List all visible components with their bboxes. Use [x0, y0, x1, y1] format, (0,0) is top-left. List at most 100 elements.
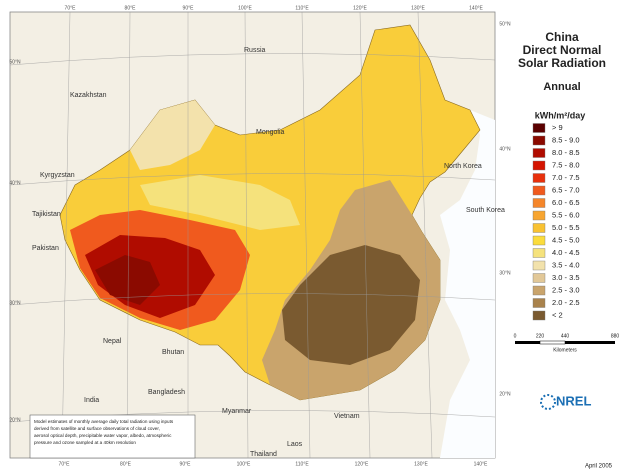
longitude-label: 80°E — [120, 461, 132, 467]
logo-text: NREL — [556, 393, 591, 408]
longitude-label: 100°E — [237, 461, 251, 467]
latitude-labels: 50°N 50°N 40°N 40°N 30°N 30°N 20°N 20°N — [9, 21, 511, 423]
map: Russia Kazakhstan Mongolia Kyrgyzstan Ta… — [9, 5, 511, 467]
legend-label: 8.5 - 9.0 — [552, 135, 580, 144]
country-label: North Korea — [444, 163, 482, 170]
longitude-label: 140°E — [469, 5, 483, 11]
legend-label: 5.5 - 6.0 — [552, 210, 580, 219]
note-line: derived from satellite and surface obser… — [34, 426, 160, 431]
legend-label: < 2 — [552, 310, 563, 319]
country-label: Mongolia — [256, 129, 285, 136]
legend-swatch — [532, 185, 546, 196]
legend-swatch — [532, 260, 546, 271]
sea — [440, 110, 495, 458]
scale-tick-label: 880 — [611, 333, 620, 339]
longitude-label: 100°E — [238, 5, 252, 11]
legend-swatch — [532, 310, 546, 321]
country-label: Myanmar — [222, 408, 252, 415]
latitude-label: 20°N — [9, 417, 21, 423]
country-label: Vietnam — [334, 413, 360, 420]
legend-swatch — [532, 273, 546, 283]
country-label: Bhutan — [162, 349, 184, 356]
date: April 2005 — [585, 464, 613, 470]
latitude-label: 30°N — [9, 300, 21, 306]
note: Model estimates of monthly average daily… — [34, 419, 174, 445]
legend-label: 4.5 - 5.0 — [552, 235, 580, 244]
legend-swatch — [532, 285, 546, 296]
country-label: Kyrgyzstan — [40, 172, 75, 179]
region — [130, 100, 215, 170]
country-label: Thailand — [250, 451, 277, 458]
longitude-label: 120°E — [353, 5, 367, 11]
legend-swatch — [532, 198, 546, 208]
longitude-label: 130°E — [411, 5, 425, 11]
latitude-label: 50°N — [9, 59, 21, 65]
longitude-label: 70°E — [65, 5, 77, 11]
legend-label: 4.0 - 4.5 — [552, 248, 580, 257]
country-label: India — [84, 397, 99, 404]
legend-label: 7.0 - 7.5 — [552, 173, 580, 182]
legend-swatch — [532, 235, 546, 246]
latitude-label: 50°N — [499, 21, 511, 27]
graticule — [9, 11, 496, 459]
country-label: Russia — [244, 47, 266, 54]
legend-swatch — [532, 298, 546, 308]
legend-swatch — [532, 173, 546, 183]
scale-unit: Kilometers — [553, 347, 577, 353]
scale-segment — [539, 340, 566, 345]
country-label: Bangladesh — [148, 389, 185, 396]
legend: > 9 8.5 - 9.0 8.0 - 8.5 7.5 - 8.0 7.0 - 7.5 6… — [532, 123, 580, 321]
legend-label: > 9 — [552, 123, 563, 132]
longitude-label: 120°E — [355, 461, 369, 467]
note-line: aerosol optical depth, precipitable wate… — [34, 433, 172, 438]
legend-swatch — [532, 210, 546, 221]
subtitle: Annual — [543, 81, 580, 93]
country-label: Kazakhstan — [70, 92, 107, 99]
title-line: Solar Radiation — [518, 56, 606, 70]
region — [95, 255, 160, 305]
scale-bar: 0 220 440 880 Kilometers — [514, 333, 620, 353]
longitude-label: 90°E — [183, 5, 195, 11]
scale-tick-label: 220 — [536, 333, 545, 339]
scale-tick-label: 440 — [561, 333, 570, 339]
country-label: South Korea — [466, 207, 505, 214]
latitude-label: 40°N — [499, 146, 511, 152]
longitude-label: 110°E — [295, 461, 309, 467]
legend-label: 7.5 - 8.0 — [552, 160, 580, 169]
region — [282, 245, 420, 365]
legend-unit: kWh/m²/day — [535, 110, 586, 120]
legend-swatch — [532, 148, 546, 158]
legend-label: 5.0 - 5.5 — [552, 223, 580, 232]
latitude-label: 30°N — [499, 270, 511, 276]
legend-swatch — [532, 248, 546, 258]
longitude-label: 110°E — [295, 5, 309, 11]
legend-swatch — [532, 123, 546, 133]
legend-label: 2.0 - 2.5 — [552, 298, 580, 307]
longitude-label: 140°E — [474, 461, 488, 467]
legend-label: 6.5 - 7.0 — [552, 185, 580, 194]
country-label: Nepal — [103, 338, 122, 345]
title-line: Direct Normal — [523, 43, 602, 57]
note-line: Model estimates of monthly average daily… — [34, 419, 174, 424]
logo: NREL — [540, 393, 591, 410]
legend-label: 3.0 - 3.5 — [552, 273, 580, 282]
note-line: pressure and ozone sampled at a 40km res… — [34, 440, 136, 445]
longitude-label: 90°E — [180, 461, 192, 467]
legend-swatch — [532, 160, 546, 171]
scale-tick-label: 0 — [514, 333, 517, 339]
longitude-labels: 70°E 70°E 80°E 80°E 90°E 90°E 100°E 100°E 110°E 1… — [59, 5, 488, 467]
longitude-label: 80°E — [125, 5, 137, 11]
latitude-label: 20°N — [499, 391, 511, 397]
legend-label: 3.5 - 4.0 — [552, 260, 580, 269]
country-label: Laos — [287, 441, 303, 448]
longitude-label: 70°E — [59, 461, 71, 467]
legend-swatch — [532, 223, 546, 233]
country-label: Tajikistan — [32, 211, 61, 218]
region — [140, 175, 300, 230]
longitude-label: 130°E — [414, 461, 428, 467]
legend-label: 8.0 - 8.5 — [552, 148, 580, 157]
scale-segment — [515, 341, 540, 344]
note-box — [29, 414, 196, 459]
